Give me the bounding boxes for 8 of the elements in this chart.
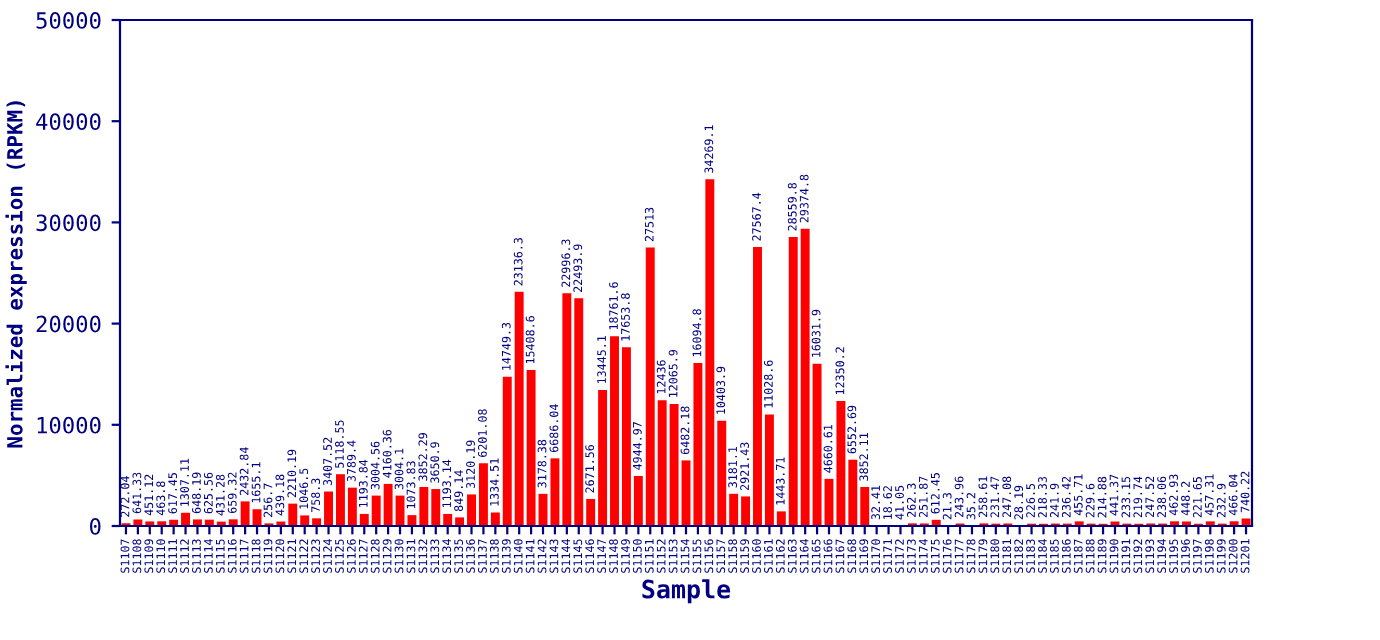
- y-tick-label: 30000: [36, 214, 101, 232]
- y-tick-label: 50000: [36, 12, 101, 29]
- y-axis-title: Normalized expression (RPKM): [5, 101, 27, 448]
- x-axis-title: Sample: [642, 579, 731, 604]
- y-tick-label: 10000: [37, 416, 101, 434]
- y-tick-label: 20000: [36, 315, 101, 333]
- y-tick-label: 40000: [36, 113, 101, 131]
- y-tick-label: 0: [90, 518, 101, 535]
